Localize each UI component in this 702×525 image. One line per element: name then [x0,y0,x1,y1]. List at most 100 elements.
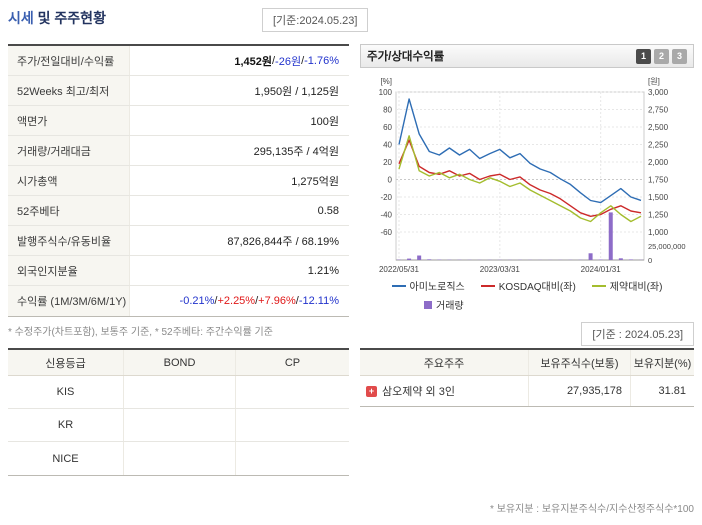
cp-rating [235,376,349,408]
line-marker-icon [391,284,406,287]
chart-header: 주가/상대수익률 1 2 3 [360,44,694,68]
shares-held: 27,935,178 [528,376,630,406]
legend-item-kosdaq: KOSDAQ대비(좌) [480,278,576,293]
agency-name: KIS [56,386,75,398]
cp-rating [235,442,349,475]
chart-section: 주가/상대수익률 1 2 3 100 80 60 40 20 0 -20 -40 -60 3,00… [360,44,694,346]
table-row-52weeks: 52Weeks 최고/최저 1,950원 / 1,125원 [8,76,349,106]
price-summary-table: 주가/전일대비/수익률 1,452원 / -26원 / -1.76% 52Wee… [8,44,349,317]
chart-legend: 아미노로직스 KOSDAQ대비(좌) 제약대비(좌) 거래량 [360,278,694,312]
credit-table-header: 신용등급 BOND CP [8,350,349,376]
price-change: -26원 [275,55,302,68]
svg-text:-60: -60 [380,228,392,237]
line-marker-icon [591,284,606,287]
shareholder-name: 삼오제약 외 3인 [382,386,455,398]
legend-label: 아미노로직스 [409,282,465,293]
svg-text:[%]: [%] [380,77,392,86]
row-value: 1,452원 / -26원 / -1.76% [130,46,349,75]
svg-text:40: 40 [383,141,392,150]
svg-text:25,000,000: 25,000,000 [648,242,686,251]
row-label: 외국인지분율 [8,256,130,285]
shareholder-link-icon[interactable]: + [366,385,377,397]
row-label: 액면가 [8,106,130,135]
row-value: 100원 [310,115,339,128]
svg-text:1,000: 1,000 [648,228,669,237]
row-value: 1.21% [307,264,339,277]
row-value: 295,135주 / 4억원 [253,145,339,158]
row-label: 주가/전일대비/수익률 [8,46,130,75]
svg-text:3,000: 3,000 [648,88,669,97]
legend-row-volume: 거래량 [360,297,694,312]
svg-text:[원]: [원] [648,77,660,86]
svg-text:-20: -20 [380,193,392,202]
row-label: 52주베타 [8,196,130,225]
legend-label: 거래량 [436,301,464,312]
legend-item-volume: 거래량 [424,297,464,312]
svg-text:0: 0 [388,176,393,185]
chart-tab-2[interactable]: 2 [654,48,669,64]
separator: / [271,54,276,67]
svg-text:1,250: 1,250 [648,211,669,220]
separator: / [214,295,218,307]
table-row-beta: 52주베타 0.58 [8,196,349,226]
row-label: 수익률 (1M/3M/6M/1Y) [8,286,130,316]
current-price: 1,452원 [234,55,272,68]
svg-text:60: 60 [383,123,392,132]
legend-label: KOSDAQ대비(좌) [498,282,576,293]
header-cp: CP [235,350,349,375]
shareholder-table-header: 주요주주 보유주식수(보통) 보유지분(%) [360,350,694,376]
row-value: 1,275억원 [291,175,339,188]
row-label: 거래량/거래대금 [8,136,130,165]
chart-date-row: [기준 : 2024.05.23] [360,322,694,346]
row-label: 시가총액 [8,166,130,195]
bond-rating [123,376,235,408]
volume-marker-icon [424,300,432,309]
shareholder-name-cell: + 삼오제약 외 3인 [360,376,528,406]
svg-text:2,000: 2,000 [648,158,669,167]
bond-rating [123,442,235,475]
return-1y: -12.11% [298,295,339,307]
chart-tab-1[interactable]: 1 [636,48,651,64]
legend-item-stock: 아미노로직스 [391,278,465,293]
legend-row-lines: 아미노로직스 KOSDAQ대비(좌) 제약대비(좌) [360,278,694,293]
svg-text:100: 100 [379,88,393,97]
chart-tab-buttons: 1 2 3 [633,48,687,64]
page-title-rest: 및 주주현황 [33,10,106,26]
svg-text:20: 20 [383,158,392,167]
chart-title: 주가/상대수익률 [367,51,445,63]
table-row-shares: 발행주식수/유동비율 87,826,844주 / 68.19% [8,226,349,256]
row-label: 발행주식수/유동비율 [8,226,130,255]
header-shareholder: 주요주주 [360,350,528,375]
table-row-returns: 수익률 (1M/3M/6M/1Y) -0.21% / +2.25% / +7.96%… [8,286,349,316]
agency-name: KR [57,419,74,431]
price-chart-canvas: 100 80 60 40 20 0 -20 -40 -60 3,000 2,750 2,500 2,25… [379,77,686,274]
row-label: 52Weeks 최고/최저 [8,76,130,105]
row-value: 1,950원 / 1,125원 [254,85,339,98]
row-value: 87,826,844주 / 68.19% [227,235,339,248]
price-chart: 100 80 60 40 20 0 -20 -40 -60 3,000 2,750 2,500 2,25… [360,68,694,346]
svg-text:2024/01/31: 2024/01/31 [581,265,622,274]
svg-text:1,500: 1,500 [648,193,669,202]
svg-text:2023/03/31: 2023/03/31 [480,265,521,274]
header-shares-held: 보유주식수(보통) [528,350,630,375]
cp-rating [235,409,349,441]
table-row-nice: NICE [8,442,349,475]
svg-text:2,250: 2,250 [648,141,669,150]
svg-text:0: 0 [648,256,652,265]
svg-text:-40: -40 [380,211,392,220]
row-value: -0.21% / +2.25% / +7.96% / -12.11% [130,286,349,316]
table-row-shareholder: + 삼오제약 외 3인 27,935,178 31.81 [360,376,694,406]
page-title: 시세 및 주주현황 [8,8,106,28]
credit-rating-table: 신용등급 BOND CP KIS KR NICE [8,348,349,476]
return-1m: -0.21% [179,295,215,307]
svg-text:2,750: 2,750 [648,106,669,115]
price-change-rate: -1.76% [304,54,339,67]
shareholder-footnote: * 보유지분 : 보유지분주식수/지수산정주식수*100 [490,504,694,515]
header-ownership-pct: 보유지분(%) [630,350,694,375]
major-shareholder-table: 주요주주 보유주식수(보통) 보유지분(%) + 삼오제약 외 3인 27,93… [360,348,694,407]
chart-tab-3[interactable]: 3 [672,48,687,64]
svg-text:2022/05/31: 2022/05/31 [379,265,420,274]
chart-base-date-badge: [기준 : 2024.05.23] [581,322,694,346]
svg-text:1,750: 1,750 [648,176,669,185]
